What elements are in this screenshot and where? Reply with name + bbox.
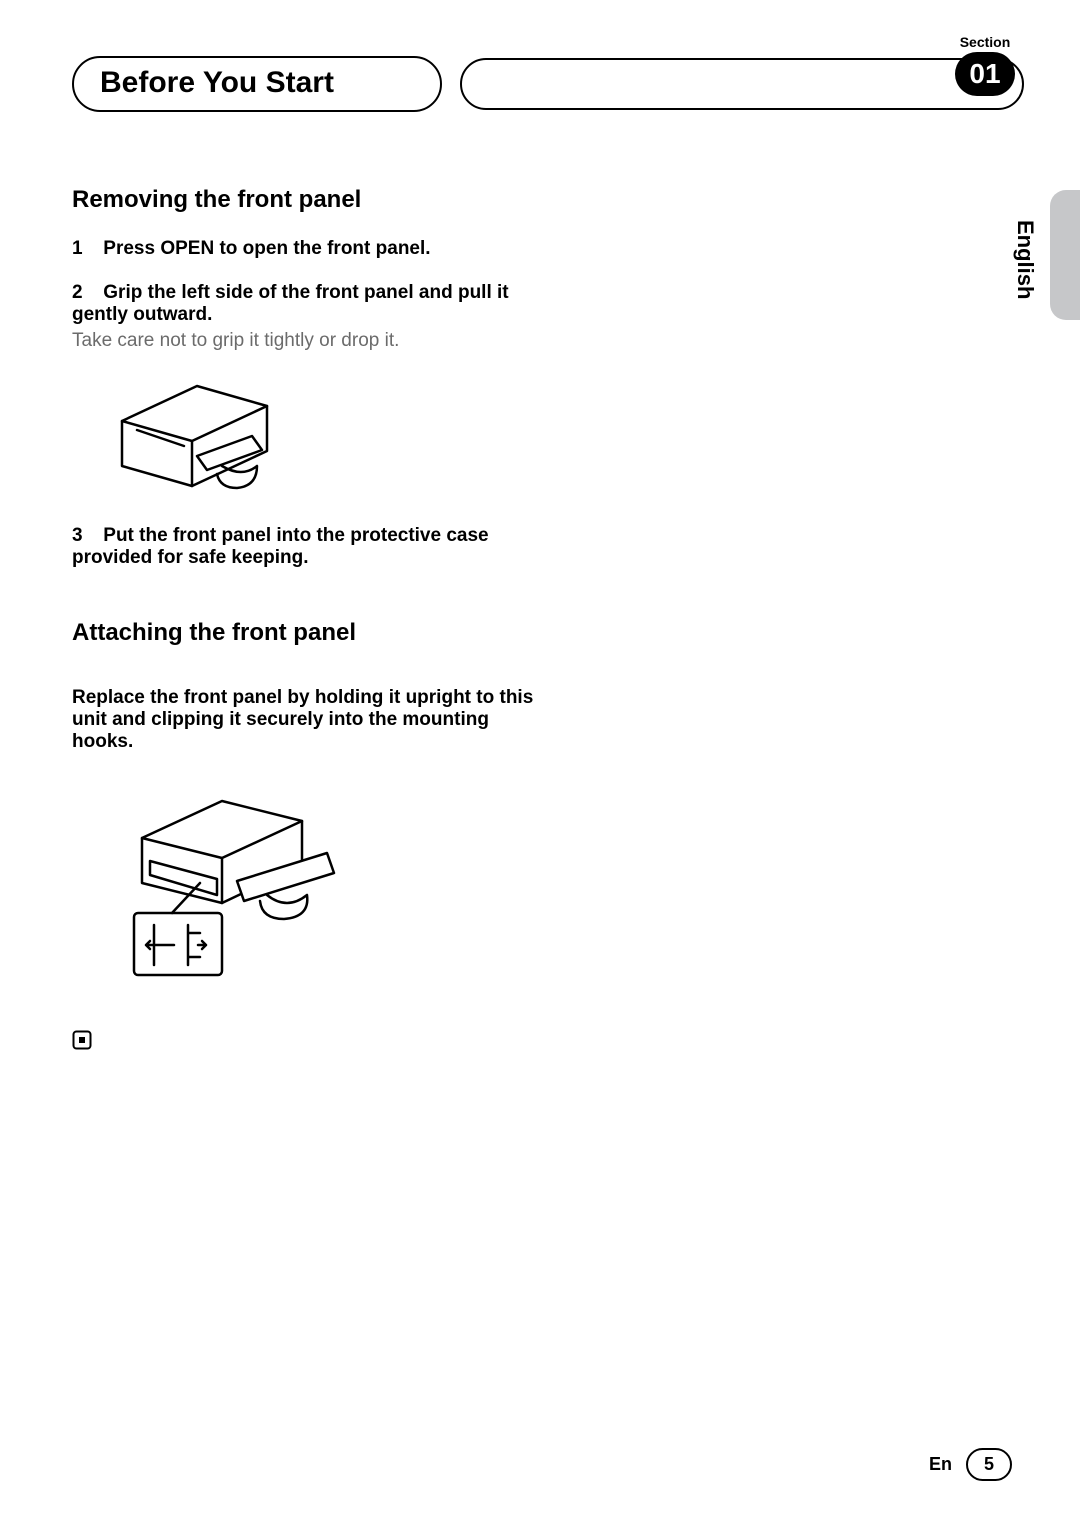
step-2: 2 Grip the left side of the front panel … xyxy=(72,282,552,326)
step-1-text: Press OPEN to open the front panel. xyxy=(103,238,430,259)
step-3-num: 3 xyxy=(72,525,98,547)
illustration-remove-panel xyxy=(102,366,552,501)
footer-lang: En xyxy=(929,1454,952,1475)
header-spacer-capsule xyxy=(460,58,1024,110)
language-tab-bg xyxy=(1050,190,1080,320)
page-footer: En 5 xyxy=(929,1448,1012,1481)
heading-removing: Removing the front panel xyxy=(72,186,552,214)
main-content: Removing the front panel 1 Press OPEN to… xyxy=(72,176,552,1055)
end-of-section-icon xyxy=(72,1030,92,1055)
step-3-text: Put the front panel into the protective … xyxy=(72,525,489,568)
language-tab-label: English xyxy=(1012,220,1038,299)
chapter-title: Before You Start xyxy=(100,66,334,99)
step-1-num: 1 xyxy=(72,238,98,260)
section-number: 01 xyxy=(955,52,1014,96)
footer-page-number: 5 xyxy=(966,1448,1012,1481)
step-2-note: Take care not to grip it tightly or drop… xyxy=(72,330,552,352)
step-2-num: 2 xyxy=(72,282,98,304)
section-badge: Section 01 xyxy=(946,34,1024,96)
step-3: 3 Put the front panel into the protectiv… xyxy=(72,525,552,569)
header: Before You Start Section 01 xyxy=(72,56,1024,112)
illustration-attach-panel xyxy=(102,783,552,988)
attaching-body: Replace the front panel by holding it up… xyxy=(72,687,552,753)
section-label: Section xyxy=(946,34,1024,50)
step-2-text: Grip the left side of the front panel an… xyxy=(72,282,509,325)
step-1: 1 Press OPEN to open the front panel. xyxy=(72,238,552,260)
chapter-title-capsule: Before You Start xyxy=(72,56,442,112)
heading-attaching: Attaching the front panel xyxy=(72,619,552,647)
